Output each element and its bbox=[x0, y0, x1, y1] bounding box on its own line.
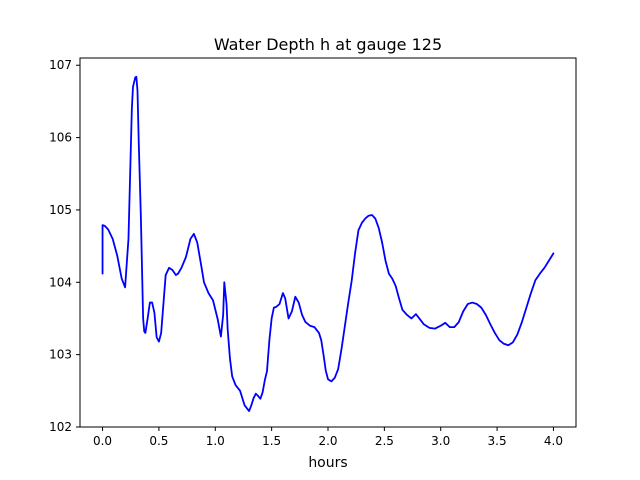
x-tick-label: 1.0 bbox=[206, 434, 225, 448]
x-tick-label: 2.0 bbox=[318, 434, 337, 448]
y-axis-ticks: 102 103 104 105 106 107 bbox=[49, 58, 80, 434]
y-tick-label: 102 bbox=[49, 420, 72, 434]
series-line bbox=[101, 75, 555, 412]
plot-data-layer bbox=[101, 75, 555, 412]
x-tick-label: 3.0 bbox=[431, 434, 450, 448]
x-tick-label: 1.5 bbox=[262, 434, 281, 448]
y-tick-label: 104 bbox=[49, 275, 72, 289]
plot-area-frame bbox=[79, 57, 577, 428]
chart-title: Water Depth h at gauge 125 bbox=[214, 35, 442, 54]
y-tick-label: 103 bbox=[49, 348, 72, 362]
x-tick-label: 4.0 bbox=[544, 434, 563, 448]
x-tick-label: 2.5 bbox=[375, 434, 394, 448]
x-axis-ticks: 0.0 0.5 1.0 1.5 2.0 2.5 3.0 3.5 4.0 bbox=[93, 427, 563, 448]
x-tick-label: 0.0 bbox=[93, 434, 112, 448]
y-tick-label: 107 bbox=[49, 58, 72, 72]
y-tick-label: 105 bbox=[49, 203, 72, 217]
x-tick-label: 0.5 bbox=[149, 434, 168, 448]
x-axis-label: hours bbox=[308, 455, 347, 471]
y-tick-label: 106 bbox=[49, 131, 72, 145]
x-tick-label: 3.5 bbox=[488, 434, 507, 448]
